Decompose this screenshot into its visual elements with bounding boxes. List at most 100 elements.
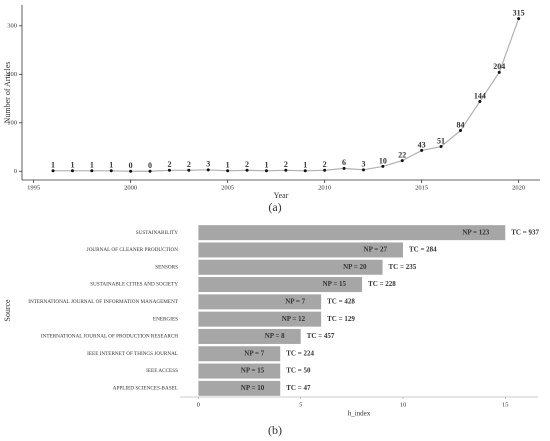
data-point: [109, 169, 113, 173]
bar: [198, 242, 403, 258]
data-label: 1: [51, 161, 55, 170]
data-point: [497, 70, 501, 74]
data-point: [400, 159, 404, 163]
data-label: 1: [109, 161, 113, 170]
y-tick-label: 100: [7, 119, 17, 126]
data-label: 2: [323, 160, 327, 169]
y-axis-title: Number of Articles: [3, 62, 12, 124]
data-point: [206, 168, 210, 172]
data-point: [264, 169, 268, 173]
x-tick-label: 0: [197, 401, 200, 408]
data-label: 1: [226, 161, 230, 170]
category-label: JOURNAL OF CLEANER PRODUCTION: [87, 247, 179, 253]
category-label: SUSTAINABLE CITIES AND SOCIETY: [90, 282, 178, 288]
x-tick-label: 1995: [27, 184, 40, 191]
data-point: [361, 168, 365, 172]
category-label: APPLIED SCIENCES-BASEL: [113, 386, 178, 392]
data-point: [458, 129, 462, 133]
data-label: 0: [129, 161, 133, 170]
data-point: [148, 169, 152, 173]
x-tick-label: 15: [502, 401, 509, 408]
x-tick-label: 2015: [415, 184, 428, 191]
x-tick-label: 2010: [318, 184, 331, 191]
tc-label: TC = 224: [286, 349, 314, 357]
data-label: 84: [456, 120, 464, 129]
trend-line: [53, 18, 520, 172]
data-label: 1: [264, 161, 268, 170]
data-point: [129, 169, 133, 173]
caption: (a): [268, 200, 281, 214]
x-tick-label: 5: [299, 401, 302, 408]
tc-label: TC = 937: [511, 228, 539, 236]
data-point: [342, 166, 346, 170]
data-point: [226, 169, 230, 173]
np-label: NP = 15: [241, 367, 265, 375]
bar: [198, 380, 281, 396]
x-tick-label: 10: [400, 401, 407, 408]
np-label: NP = 27: [364, 246, 388, 254]
category-label: ENERGIES: [153, 316, 178, 322]
tc-label: TC = 228: [368, 280, 396, 288]
data-label: 1: [90, 161, 94, 170]
category-label: SUSTAINABILITY: [136, 230, 178, 236]
np-label: NP = 20: [343, 263, 367, 271]
data-label: 1: [70, 161, 74, 170]
data-point: [439, 145, 443, 149]
np-label: NP = 8: [265, 332, 285, 340]
y-tick-label: 200: [7, 71, 17, 78]
tc-label: TC = 457: [307, 332, 335, 340]
tc-label: TC = 50: [286, 367, 311, 375]
bar: [198, 363, 281, 379]
bar: [198, 311, 322, 327]
data-label: 144: [474, 91, 486, 100]
x-axis-title: h_index: [348, 410, 371, 418]
np-label: NP = 7: [285, 297, 305, 305]
category-label: INTERNATIONAL JOURNAL OF INFORMATION MAN…: [28, 299, 179, 305]
category-label: IEEE INTERNET OF THINGS JOURNAL: [87, 351, 178, 357]
data-label: 3: [361, 160, 365, 169]
np-label: NP = 10: [241, 384, 265, 392]
data-label: 0: [148, 161, 152, 170]
bar: [198, 294, 322, 310]
y-axis-title: Source: [3, 299, 12, 322]
data-point: [420, 148, 424, 152]
tc-label: TC = 235: [389, 263, 417, 271]
data-point: [187, 168, 191, 172]
x-tick-label: 2000: [124, 184, 137, 191]
data-point: [381, 164, 385, 168]
bar: [198, 277, 363, 293]
data-point: [70, 169, 74, 173]
data-point: [517, 17, 521, 21]
np-label: NP = 12: [282, 315, 306, 323]
bar: [198, 259, 383, 275]
y-tick-label: 300: [7, 22, 17, 29]
data-label: 2: [245, 160, 249, 169]
tc-label: TC = 129: [327, 315, 355, 323]
y-tick-label: 0: [14, 168, 17, 175]
data-label: 1: [303, 161, 307, 170]
data-label: 10: [379, 156, 387, 165]
data-point: [167, 168, 171, 172]
np-label: NP = 123: [462, 228, 489, 236]
category-label: SENSORS: [155, 264, 178, 270]
np-label: NP = 15: [323, 280, 347, 288]
np-label: NP = 7: [244, 349, 264, 357]
data-label: 3: [206, 160, 210, 169]
data-label: 2: [167, 160, 171, 169]
x-tick-label: 2020: [512, 184, 525, 191]
tc-label: TC = 284: [409, 246, 437, 254]
bar: [198, 328, 301, 344]
bar: [198, 346, 281, 362]
tc-label: TC = 428: [327, 297, 355, 305]
data-label: 43: [418, 140, 426, 149]
data-label: 315: [513, 8, 525, 17]
data-point: [323, 168, 327, 172]
data-point: [90, 169, 94, 173]
data-point: [284, 168, 288, 172]
data-label: 204: [493, 62, 505, 71]
data-point: [303, 169, 307, 173]
x-axis-title: Year: [274, 191, 289, 200]
x-tick-label: 2005: [221, 184, 234, 191]
category-label: INTERNATIONAL JOURNAL OF PRODUCTION RESE…: [41, 334, 178, 340]
